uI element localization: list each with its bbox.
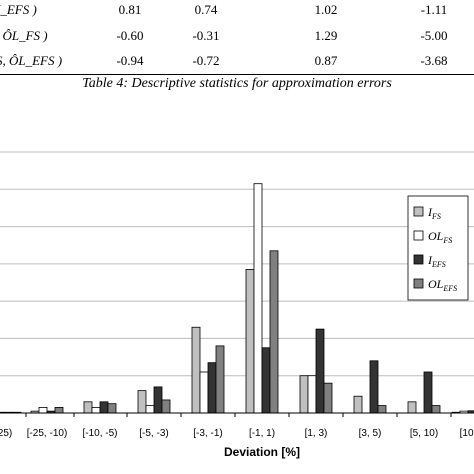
x-axis (0, 412, 474, 417)
table-cell: -0.60 (116, 28, 144, 43)
legend-label: IFS (427, 205, 441, 221)
x-tick-labels: 25) [-25, -10) [-10, -5) [-5, -3) [-3, -1) [-… (0, 428, 474, 439)
bar-ol-fs (253, 183, 263, 414)
table-cell: -5.00 (420, 28, 448, 43)
bar-i-efs (261, 347, 271, 414)
bar-i-efs (207, 362, 217, 414)
table-cell: 0.81 (118, 2, 142, 17)
bar-i-efs (423, 371, 433, 414)
table-cell: 0.74 (194, 2, 218, 17)
table-bottom-rule (0, 74, 474, 75)
x-tick-label: [5, 10) (410, 428, 438, 439)
row-label: S, ÔL_EFS ) (0, 53, 63, 68)
bar-ol-efs (431, 405, 441, 414)
table-row: S, ÔL_EFS ) -0.94 -0.72 0.87 -3.68 (0, 51, 474, 73)
table-caption: Table 4: Descriptive statistics for appr… (82, 76, 392, 91)
bar-ol-fs (145, 405, 155, 414)
bar-ol-efs (323, 382, 333, 414)
x-tick-label: [-3, -1) (193, 428, 222, 439)
bar-i-efs (315, 328, 325, 414)
legend-label: OLEFS (428, 277, 457, 293)
x-tick-label: [3, 5) (359, 428, 382, 439)
bar-ol-fs (199, 371, 209, 414)
bar-i-fs (353, 395, 363, 414)
bar-ol-fs (307, 375, 317, 414)
row-label: I_EFS ) (0, 2, 37, 17)
bar-i-fs (191, 326, 201, 414)
statistics-table: I_EFS ) 0.81 0.74 1.02 -1.11 , ÔL_FS ) -… (0, 0, 474, 75)
table-cell: -0.31 (192, 28, 220, 43)
bar-ol-fs (91, 407, 101, 414)
bar-i-fs (407, 401, 417, 414)
x-tick-label: [-5, -3) (139, 428, 168, 439)
table-cell: -0.94 (116, 53, 144, 68)
table-cell: 0.87 (314, 53, 338, 68)
x-tick-label: [-10, -5) (82, 428, 117, 439)
legend-swatch (413, 278, 424, 289)
x-tick-label: [-25, -10) (27, 428, 68, 439)
legend-swatch (413, 254, 424, 265)
table-cell: 1.29 (314, 28, 338, 43)
bar-ol-efs (161, 399, 171, 414)
table-cell: -0.72 (192, 53, 220, 68)
table-row: , ÔL_FS ) -0.60 -0.31 1.29 -5.00 (0, 26, 474, 48)
bar-i-fs (245, 269, 255, 414)
legend-swatch (413, 206, 424, 217)
x-tick-label: [1, 3) (305, 428, 328, 439)
bars (0, 183, 474, 414)
bar-i-efs (99, 401, 109, 414)
bar-ol-fs (38, 407, 48, 414)
legend-label: OLFS (428, 229, 452, 245)
x-tick-label: 25) (0, 428, 12, 439)
bar-ol-efs (377, 405, 387, 414)
bar-i-fs (299, 375, 309, 414)
x-axis-label: Deviation [%] (224, 445, 300, 459)
legend: IFS OLFS IEFS OLEFS (407, 195, 469, 301)
legend-label: IEFS (427, 253, 446, 269)
x-tick-label: [-1, 1) (249, 428, 275, 439)
x-tick-label: [10, (460, 428, 474, 439)
bar-ol-efs (269, 250, 279, 414)
table-cell: 1.02 (314, 2, 338, 17)
bar-ol-efs (215, 345, 225, 414)
row-label: , ÔL_FS ) (0, 28, 48, 43)
bar-ol-efs (54, 407, 64, 414)
legend-swatch (413, 230, 424, 241)
bar-i-efs (153, 386, 163, 414)
bar-ol-efs (107, 403, 117, 414)
gridlines (0, 151, 474, 414)
table-cell: -1.11 (420, 2, 448, 17)
bar-i-efs (369, 360, 379, 414)
bar-i-fs (83, 401, 93, 414)
bar-i-fs (137, 390, 147, 414)
table-cell: -3.68 (420, 53, 448, 68)
table-row: I_EFS ) 0.81 0.74 1.02 -1.11 (0, 0, 474, 22)
